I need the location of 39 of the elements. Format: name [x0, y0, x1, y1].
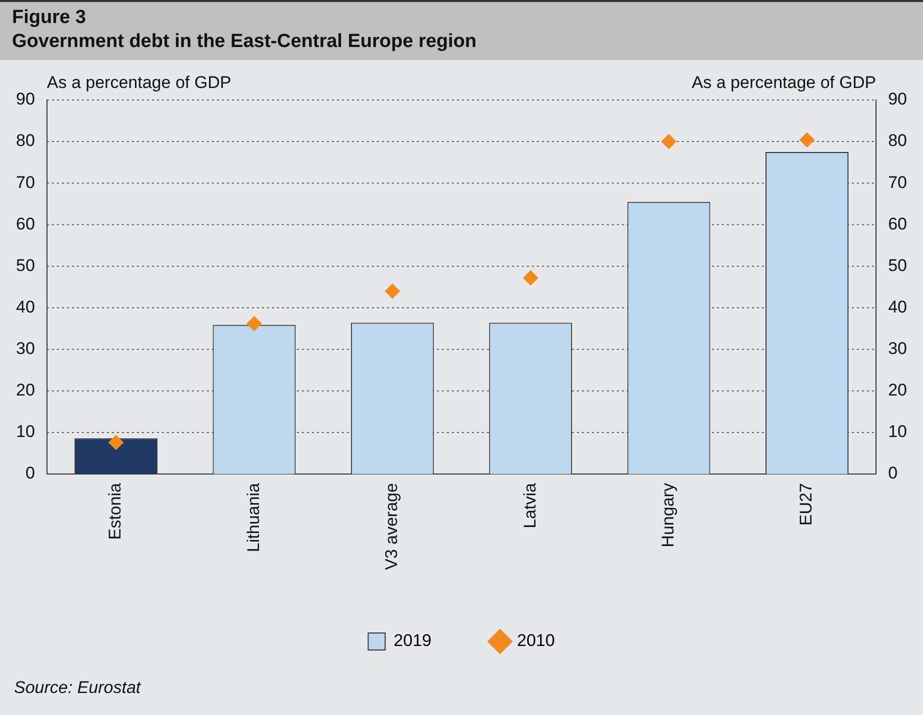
point [246, 316, 262, 332]
y2-tick-label: 40 [888, 297, 908, 316]
x-tick-label: Lithuania [244, 482, 263, 552]
y-tick-label: 90 [16, 90, 35, 109]
y-tick-label: 40 [16, 297, 35, 316]
x-tick-label: Estonia [106, 482, 125, 540]
point [661, 134, 676, 150]
source-note: Source: Eurostat [14, 678, 141, 698]
point [799, 132, 814, 148]
x-tick-label: Latvia [520, 482, 540, 528]
y-tick-label: 70 [16, 172, 35, 192]
point [523, 270, 538, 286]
y-tick-label: 80 [16, 131, 35, 150]
legend-label: 2010 [517, 631, 555, 650]
y2-tick-label: 10 [888, 422, 908, 442]
chart-title: Figure 3 [12, 6, 87, 30]
y2-tick-label: 30 [888, 339, 908, 358]
chart-subtitle: Government debt in the East-Central Europe region [12, 30, 478, 54]
point [108, 434, 124, 450]
y2-tick-label: 0 [888, 464, 898, 483]
y2-tick-label: 70 [888, 172, 908, 192]
y2-tick-label: 20 [888, 380, 908, 400]
legend-label: 2019 [394, 631, 432, 650]
y-tick-label: 30 [16, 339, 35, 358]
y-tick-label: 0 [25, 464, 35, 483]
y2-tick-label: 80 [888, 131, 908, 150]
x-tick-label: Hungary [658, 482, 678, 548]
y2-tick-label: 90 [888, 90, 908, 109]
y-tick-label: 10 [16, 422, 35, 442]
x-tick-label: EU27 [796, 483, 816, 526]
y2-tick-label: 60 [888, 214, 908, 234]
y-tick-label: 50 [16, 256, 35, 275]
y-axis-title: As a percentage of GDP [46, 73, 232, 92]
y-tick-label: 20 [16, 380, 35, 400]
y2-axis-title: As a percentage of GDP [692, 73, 876, 92]
point [384, 284, 400, 299]
y-tick-label: 60 [16, 214, 35, 234]
y2-tick-label: 50 [888, 256, 908, 275]
x-tick-label: V3 average [382, 483, 402, 570]
